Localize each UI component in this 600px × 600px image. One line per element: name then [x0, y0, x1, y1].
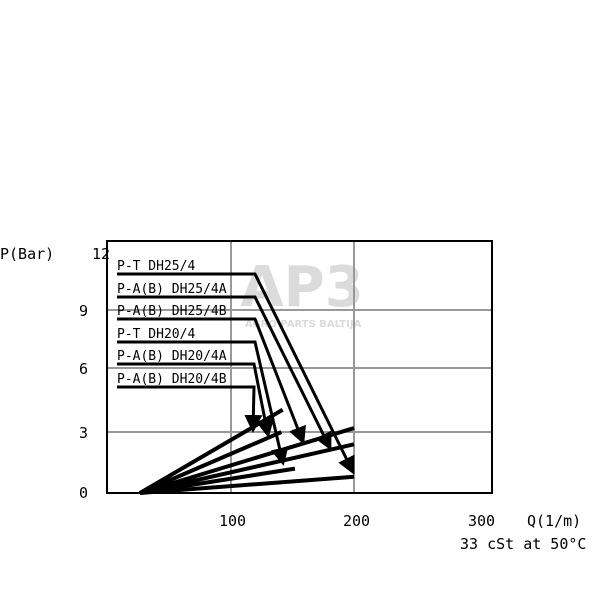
series-line-2 — [139, 442, 355, 495]
legend-label: P-A(B) DH25/4B — [117, 304, 227, 319]
plot-frame — [106, 240, 493, 494]
series-line-5 — [139, 430, 283, 495]
legend-label: P-A(B) DH25/4A — [117, 282, 227, 297]
legend-label: P-A(B) DH20/4A — [117, 349, 227, 364]
x-axis-label: Q(1/m) — [527, 512, 581, 530]
y-tick-label: 0 — [79, 484, 88, 502]
y-axis-label: P(Bar) — [0, 245, 54, 263]
legend-label: P-T DH20/4 — [117, 327, 195, 342]
legend-leader-arrow — [117, 317, 306, 445]
legend-leader-arrow — [117, 385, 263, 433]
legend-leader-arrow — [117, 295, 332, 451]
y-tick-label: 12 — [92, 245, 110, 263]
legend-leader-arrow — [117, 362, 274, 438]
x-tick-label: 100 — [219, 512, 246, 530]
series-line-4 — [139, 466, 296, 495]
grid — [107, 241, 492, 493]
legend-label: P-T DH25/4 — [117, 259, 195, 274]
watermark-subtext: AGRO PARTS BALTIJA — [245, 319, 362, 330]
x-tick-label: 300 — [468, 512, 495, 530]
viscosity-note: 33 cSt at 50°C — [460, 535, 586, 553]
legend: P-T DH25/4 P-A(B) DH25/4A P-A(B) DH25/4B P-… — [117, 259, 355, 475]
y-tick-label: 9 — [79, 302, 88, 320]
ticks: 0 3 6 9 12 100 200 300 — [79, 245, 495, 530]
watermark-logo: AP3 AGRO PARTS BALTIJA — [240, 255, 363, 330]
y-tick-label: 6 — [79, 360, 88, 378]
x-tick-label: 200 — [343, 512, 370, 530]
series-line-1 — [139, 474, 355, 495]
y-tick-label: 3 — [79, 424, 88, 442]
legend-label: P-A(B) DH20/4B — [117, 372, 227, 387]
legend-leader-arrow — [117, 272, 355, 475]
series-group — [138, 408, 355, 495]
